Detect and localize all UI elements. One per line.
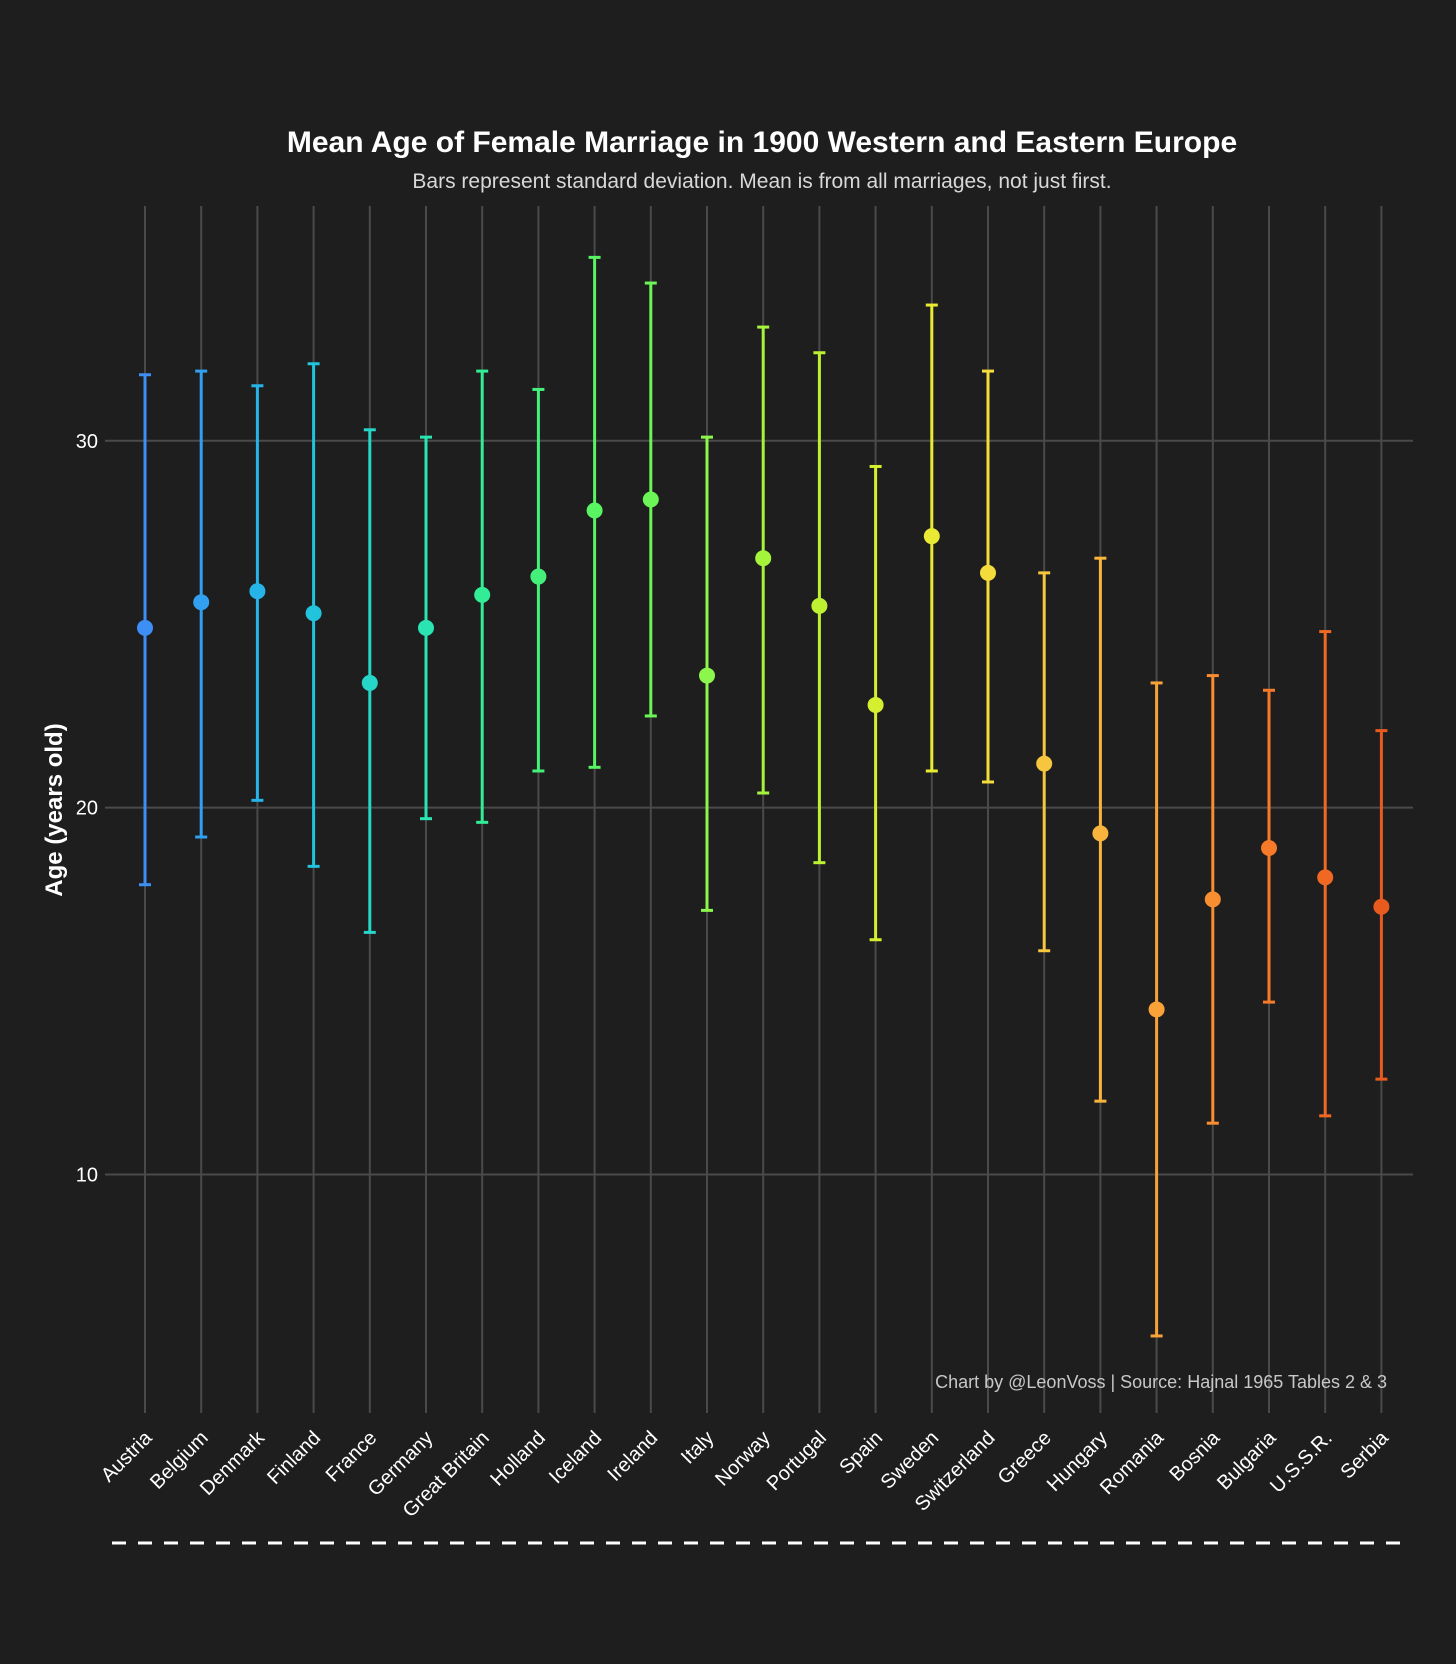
error-bar-group [530, 387, 547, 773]
chart-subtitle: Bars represent standard deviation. Mean … [412, 170, 1111, 193]
error-bar-group [755, 325, 772, 795]
error-bar-group [418, 435, 434, 821]
mean-point [361, 674, 378, 691]
mean-point [1204, 891, 1221, 908]
mean-point [1317, 869, 1334, 886]
mean-point [1261, 840, 1277, 857]
data-marks [137, 255, 1390, 1338]
error-bar-group [642, 281, 659, 718]
mean-point [586, 502, 603, 519]
error-bar-group [1148, 681, 1165, 1338]
mean-point [699, 667, 715, 684]
error-bar-group [980, 369, 996, 784]
mean-point [1373, 898, 1390, 915]
error-bar-group [193, 369, 210, 839]
error-bar-group [361, 428, 378, 934]
mean-point [137, 619, 153, 636]
y-tick-label: 30 [76, 431, 98, 453]
error-bar-group [699, 435, 715, 912]
error-bar-group [1092, 556, 1109, 1103]
mean-point [249, 583, 266, 600]
error-bar-group [1261, 688, 1277, 1004]
error-bar-group [474, 369, 491, 824]
error-bar-group [586, 255, 603, 769]
mean-point [867, 696, 884, 713]
mean-point [980, 564, 996, 581]
y-tick-label: 10 [76, 1165, 98, 1187]
error-bar-group [305, 362, 322, 868]
chart-title: Mean Age of Female Marriage in 1900 West… [287, 126, 1237, 159]
error-bar-group [923, 303, 940, 773]
error-bar-group [1204, 674, 1221, 1125]
mean-point [811, 597, 828, 614]
y-axis-label: Age (years old) [41, 723, 68, 896]
mean-point [1092, 825, 1109, 842]
error-bar-group [1373, 729, 1390, 1081]
error-bar-group [867, 464, 884, 942]
error-bar-group [137, 373, 153, 887]
mean-point [1036, 755, 1053, 772]
mean-point [305, 605, 322, 622]
y-ticks: 10 20 30 [76, 431, 98, 1187]
mean-point [1148, 1001, 1165, 1018]
mean-point [923, 528, 940, 545]
mean-point [418, 619, 434, 636]
mean-point [474, 586, 491, 603]
error-bar-group [1036, 571, 1053, 953]
mean-point [530, 568, 547, 585]
mean-point [642, 491, 659, 508]
error-bar-group [249, 384, 266, 802]
chart-caption: Chart by @LeonVoss | Source: Hajnal 1965… [935, 1372, 1387, 1392]
mean-point [755, 550, 772, 567]
y-tick-label: 20 [76, 798, 98, 820]
mean-point [193, 594, 210, 611]
error-bar-group [1317, 630, 1334, 1118]
error-bar-group [811, 351, 828, 865]
